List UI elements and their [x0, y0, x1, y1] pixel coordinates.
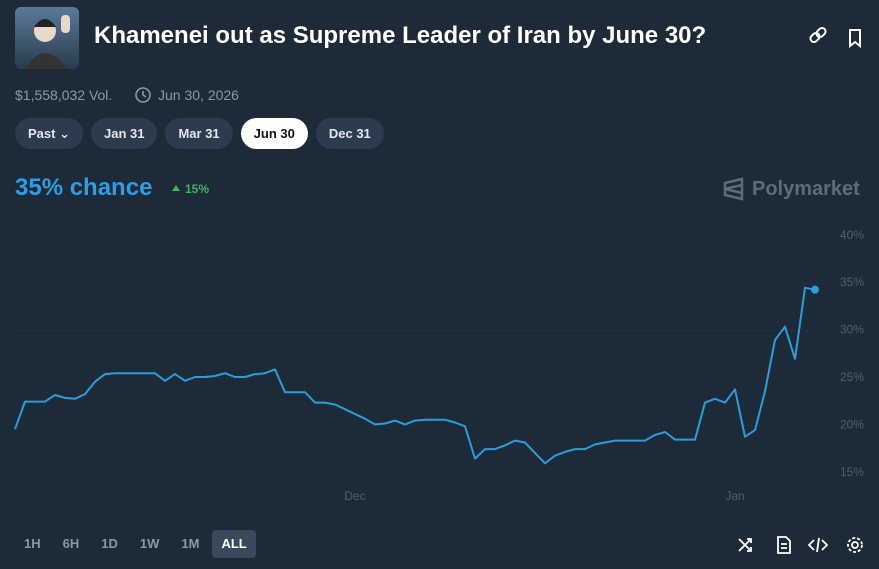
bookmark-icon[interactable] — [849, 29, 861, 49]
brand-logo — [723, 177, 744, 201]
date-tab[interactable]: Past ⌄ — [15, 118, 83, 149]
range-tab[interactable]: 1W — [139, 536, 160, 551]
last-point — [811, 285, 819, 294]
end-date: Jun 30, 2026 — [158, 87, 239, 103]
header-icons — [809, 26, 861, 49]
date-tab[interactable]: Mar 31 — [165, 118, 233, 149]
chart-tools — [738, 536, 863, 554]
up-arrow — [172, 185, 180, 191]
y-tick-label: 15% — [840, 465, 864, 479]
settings-icon[interactable] — [847, 537, 863, 553]
range-tab[interactable]: 1H — [24, 536, 41, 551]
date-tab[interactable]: Jun 30 — [240, 118, 308, 149]
range-tabs: 1H 6H 1D 1W 1M ALL — [15, 530, 256, 558]
market-title: Khamenei out as Supreme Leader of Iran b… — [94, 22, 707, 49]
avatar-art — [25, 15, 70, 69]
change: 15% — [185, 182, 210, 196]
volume: $1,558,032 Vol. — [15, 87, 113, 103]
code-icon[interactable] — [807, 537, 829, 553]
y-tick-label: 40% — [840, 228, 864, 242]
shuffle-icon[interactable] — [738, 538, 752, 552]
chance: 35% chance — [15, 174, 153, 201]
doc-icon[interactable] — [777, 536, 791, 554]
x-tick-label: Jan — [725, 489, 744, 503]
range-tab[interactable]: ALL — [212, 530, 256, 558]
y-tick-label: 25% — [840, 370, 864, 384]
tab-label: Past — [28, 126, 56, 141]
brand: Polymarket — [752, 178, 860, 200]
range-tab[interactable]: 6H — [62, 536, 80, 551]
clock-icon — [135, 87, 151, 103]
range-tab[interactable]: 1D — [101, 536, 118, 551]
price-line — [14, 286, 816, 465]
range-tab[interactable]: 1M — [181, 536, 200, 551]
market-image — [15, 7, 79, 69]
date-tab[interactable]: Dec 31 — [315, 118, 384, 149]
y-tick-label: 30% — [840, 323, 864, 337]
y-tick-label: 35% — [840, 275, 864, 289]
x-tick-label: Dec — [344, 489, 365, 503]
date-tabs: Past ⌄ Jan 31 Mar 31 Jun 30 Dec 31 — [15, 118, 384, 149]
link-icon[interactable] — [809, 26, 827, 44]
date-tab[interactable]: Jan 31 — [90, 118, 158, 149]
y-tick-label: 20% — [840, 418, 864, 432]
